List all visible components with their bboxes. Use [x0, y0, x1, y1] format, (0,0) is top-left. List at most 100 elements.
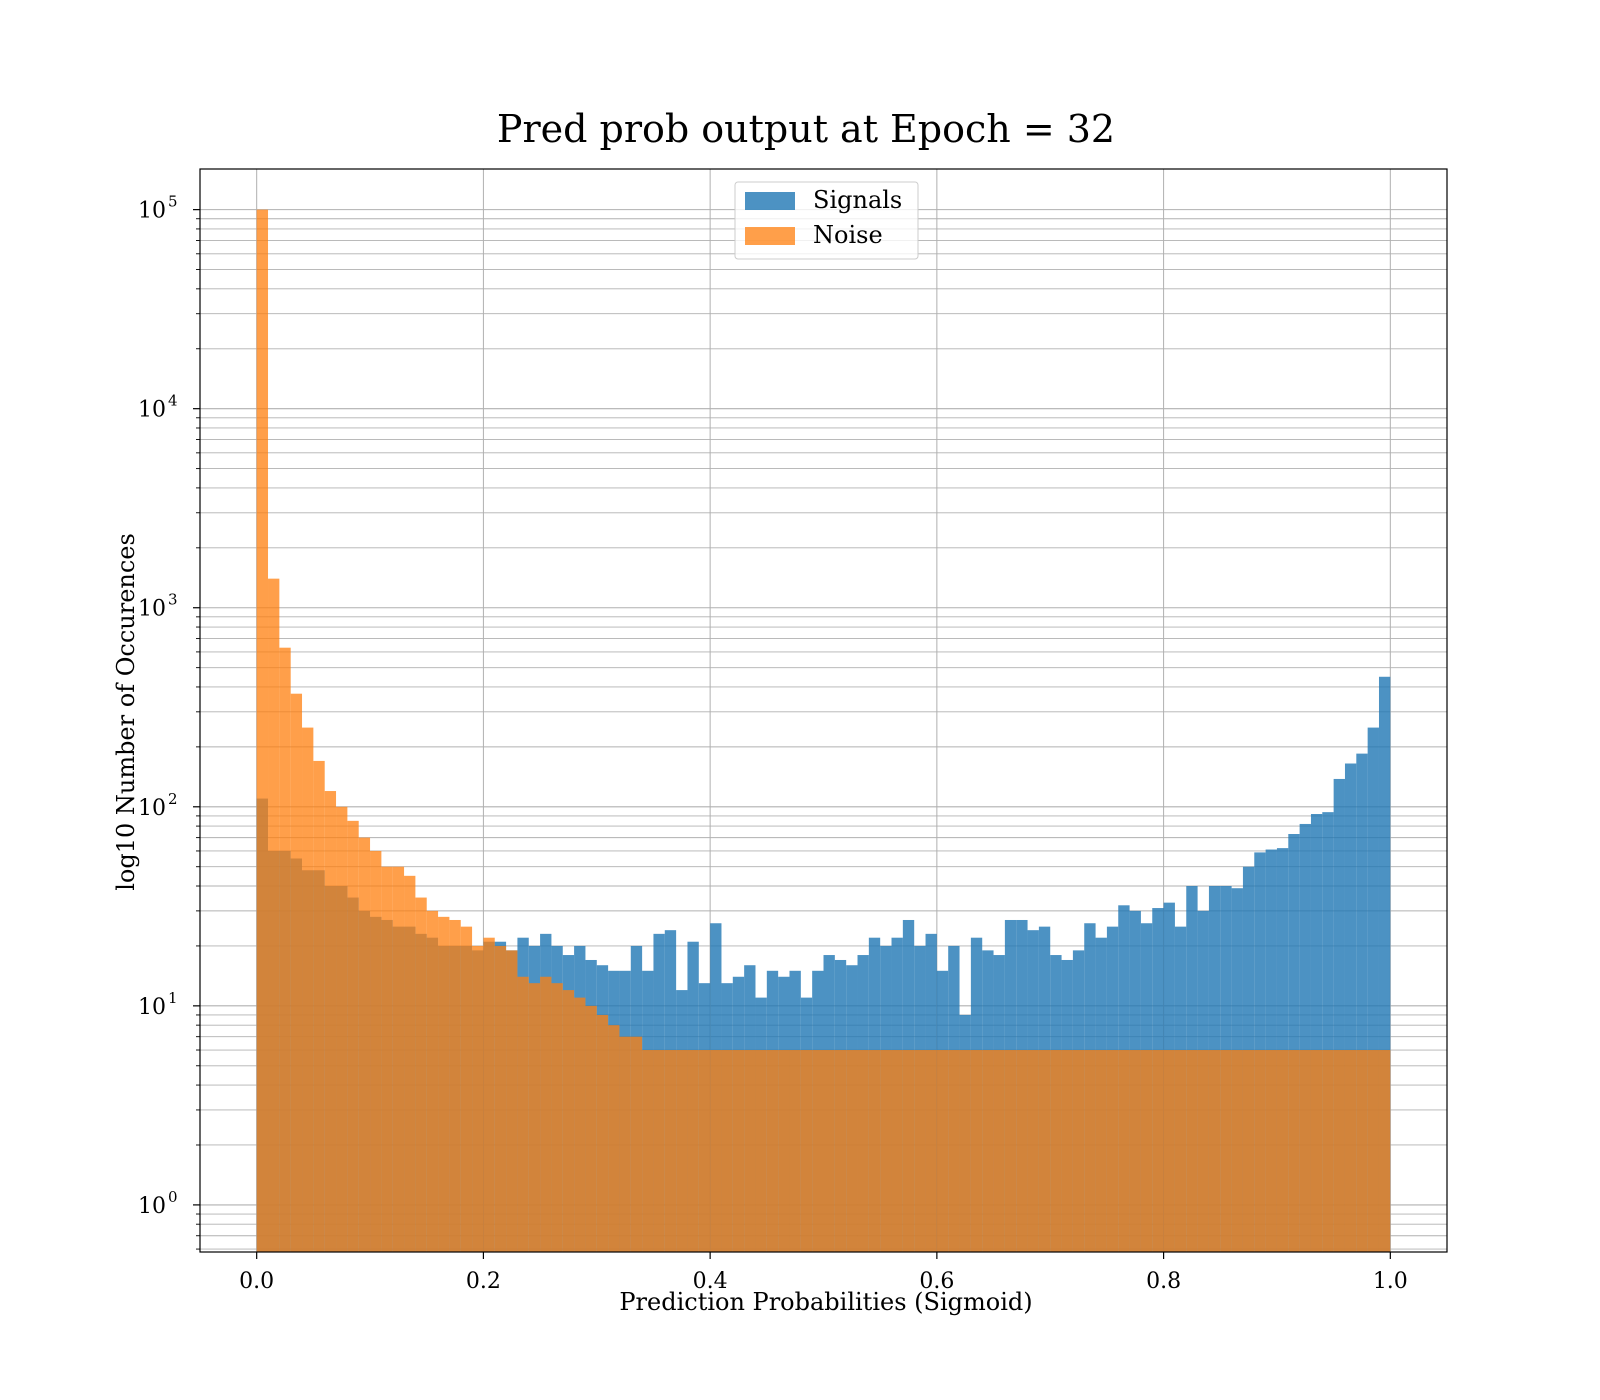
noise-bar-61: [948, 1050, 960, 1252]
x-tick-label-4: 0.8: [1146, 1269, 1181, 1294]
x-tick-label-2: 0.4: [693, 1269, 728, 1294]
noise-bar-40: [710, 1050, 722, 1252]
noise-bar-98: [1367, 1050, 1379, 1252]
noise-bar-83: [1197, 1050, 1209, 1252]
noise-bar-56: [891, 1050, 903, 1252]
noise-bar-39: [698, 1050, 711, 1252]
noise-bar-64: [982, 1050, 994, 1252]
noise-bar-85: [1220, 1050, 1232, 1252]
noise-bar-87: [1242, 1050, 1255, 1252]
y-tick-exponent-3: 3: [168, 591, 178, 609]
noise-bar-84: [1208, 1050, 1221, 1252]
noise-bar-17: [449, 919, 461, 1252]
legend-swatch-noise: [745, 227, 795, 245]
y-tick-label-3: 10: [138, 597, 166, 622]
noise-bar-44: [755, 1050, 767, 1252]
noise-bars: [256, 209, 1391, 1252]
noise-bar-93: [1310, 1050, 1323, 1252]
noise-bar-15: [426, 910, 439, 1252]
signals-bar-95: [1333, 778, 1345, 1252]
signals-bar-93: [1310, 814, 1323, 1252]
signals-bar-91: [1288, 834, 1300, 1252]
noise-bar-66: [1004, 1050, 1017, 1252]
legend: Signals Noise: [734, 181, 919, 260]
signals-bar-94: [1322, 812, 1334, 1252]
noise-bar-16: [438, 916, 450, 1252]
noise-bar-59: [925, 1050, 937, 1252]
noise-bar-22: [506, 950, 518, 1252]
noise-bar-71: [1061, 1050, 1073, 1252]
legend-label-signals: Signals: [813, 186, 902, 214]
noise-bar-89: [1265, 1050, 1277, 1252]
noise-bar-80: [1163, 1050, 1175, 1252]
legend-label-noise: Noise: [813, 221, 883, 249]
noise-bar-96: [1344, 1050, 1357, 1252]
noise-bar-60: [936, 1050, 949, 1252]
noise-bar-4: [302, 727, 314, 1252]
noise-bar-41: [721, 1050, 733, 1252]
noise-bar-52: [846, 1050, 858, 1252]
noise-bar-20: [483, 937, 495, 1252]
noise-bar-91: [1288, 1050, 1300, 1252]
noise-bar-95: [1333, 1050, 1345, 1252]
noise-bar-36: [664, 1050, 677, 1252]
noise-bar-82: [1186, 1050, 1198, 1252]
noise-bar-9: [358, 837, 371, 1252]
noise-bar-1: [268, 578, 280, 1252]
noise-bar-38: [687, 1050, 699, 1252]
y-tick-label-0: 10: [138, 1194, 166, 1219]
y-tick-exponent-0: 0: [168, 1188, 178, 1206]
noise-bar-68: [1027, 1050, 1039, 1252]
noise-bar-77: [1129, 1050, 1141, 1252]
noise-bar-78: [1140, 1050, 1153, 1252]
chart-title: Pred prob output at Epoch = 32: [497, 107, 1115, 151]
plot-frame: [199, 168, 1448, 1253]
noise-bar-32: [619, 1036, 631, 1252]
noise-bar-47: [789, 1050, 801, 1252]
noise-bar-14: [415, 897, 427, 1252]
x-tick-label-1: 0.2: [466, 1269, 501, 1294]
noise-bar-26: [551, 983, 563, 1252]
y-tick-exponent-5: 5: [168, 193, 178, 211]
signals-bar-99: [1378, 676, 1391, 1252]
noise-bar-54: [868, 1050, 881, 1252]
noise-bar-45: [766, 1050, 779, 1252]
noise-bar-63: [970, 1050, 983, 1252]
noise-bar-42: [732, 1050, 745, 1252]
noise-bar-74: [1095, 1050, 1107, 1252]
noise-bar-75: [1106, 1050, 1119, 1252]
y-tick-exponent-4: 4: [168, 392, 178, 410]
noise-bar-70: [1050, 1050, 1062, 1252]
noise-bar-34: [642, 1050, 654, 1252]
noise-bar-21: [494, 945, 507, 1252]
noise-bar-79: [1152, 1050, 1164, 1252]
noise-bar-10: [370, 850, 382, 1252]
noise-bar-37: [676, 1050, 688, 1252]
noise-bar-76: [1118, 1050, 1130, 1252]
signals-bar-98: [1367, 727, 1379, 1252]
noise-bar-62: [959, 1050, 971, 1252]
y-tick-label-5: 10: [138, 199, 166, 224]
noise-bar-43: [744, 1050, 756, 1252]
signals-bar-92: [1299, 823, 1311, 1252]
signals-bar-96: [1344, 763, 1357, 1252]
noise-bar-12: [392, 866, 405, 1252]
noise-bar-29: [585, 1005, 597, 1252]
noise-bar-86: [1231, 1050, 1243, 1252]
noise-bar-11: [381, 866, 393, 1252]
noise-bar-57: [902, 1050, 915, 1252]
noise-bar-94: [1322, 1050, 1334, 1252]
noise-bar-73: [1084, 1050, 1096, 1252]
noise-bar-67: [1016, 1050, 1028, 1252]
noise-bar-3: [290, 693, 303, 1252]
noise-bar-27: [562, 990, 575, 1252]
noise-bar-28: [574, 997, 586, 1252]
noise-bar-72: [1072, 1050, 1085, 1252]
y-tick-exponent-1: 1: [168, 989, 178, 1007]
signals-bar-97: [1356, 753, 1368, 1252]
x-axis-ticks: 0.0 0.2 0.4 0.6 0.8 1.0: [239, 1252, 1408, 1294]
noise-bar-88: [1254, 1050, 1266, 1252]
noise-bar-92: [1299, 1050, 1311, 1252]
